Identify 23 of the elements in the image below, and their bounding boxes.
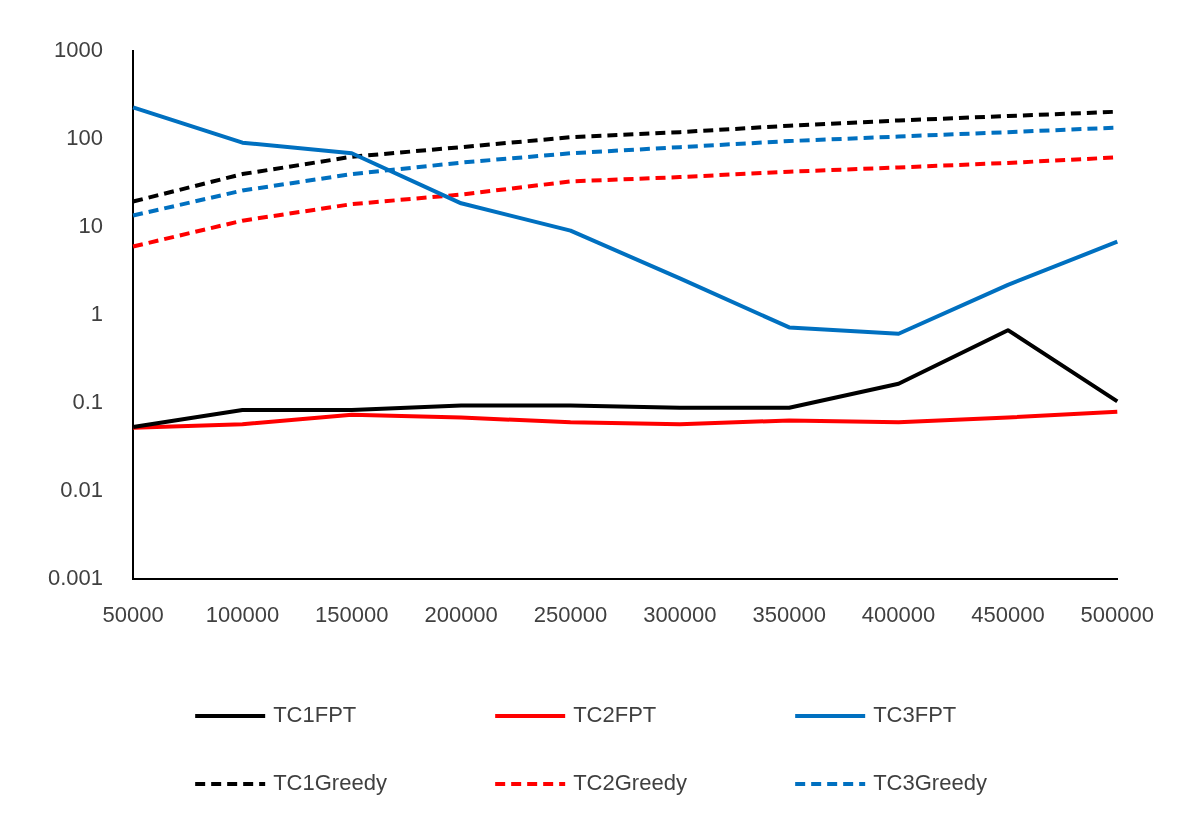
x-tick-label: 500000 <box>1080 601 1154 627</box>
legend-label: TC3FPT <box>873 702 957 728</box>
y-tick-label: 10 <box>78 213 104 239</box>
y-tick-label: 0.001 <box>47 564 104 590</box>
legend-label: TC2Greedy <box>573 770 687 796</box>
y-tick-label: 0.01 <box>60 476 104 502</box>
x-tick-label: 450000 <box>971 601 1045 627</box>
x-tick-label: 50000 <box>102 601 164 627</box>
legend-label: TC1FPT <box>273 702 357 728</box>
y-tick-label: 100 <box>66 125 104 151</box>
y-tick-label: 1 <box>90 300 104 326</box>
y-tick-label: 1000 <box>54 37 104 63</box>
x-tick-label: 150000 <box>315 601 389 627</box>
x-tick-label: 250000 <box>533 601 608 627</box>
x-tick-label: 200000 <box>424 601 498 627</box>
x-tick-label: 100000 <box>205 601 280 627</box>
x-tick-label: 400000 <box>861 601 936 627</box>
y-tick-label: 0.1 <box>72 388 104 414</box>
legend-label: TC3Greedy <box>873 770 987 796</box>
legend-label: TC1Greedy <box>273 770 387 796</box>
x-tick-label: 300000 <box>643 601 717 627</box>
legend-label: TC2FPT <box>573 702 657 728</box>
x-tick-label: 350000 <box>752 601 826 627</box>
